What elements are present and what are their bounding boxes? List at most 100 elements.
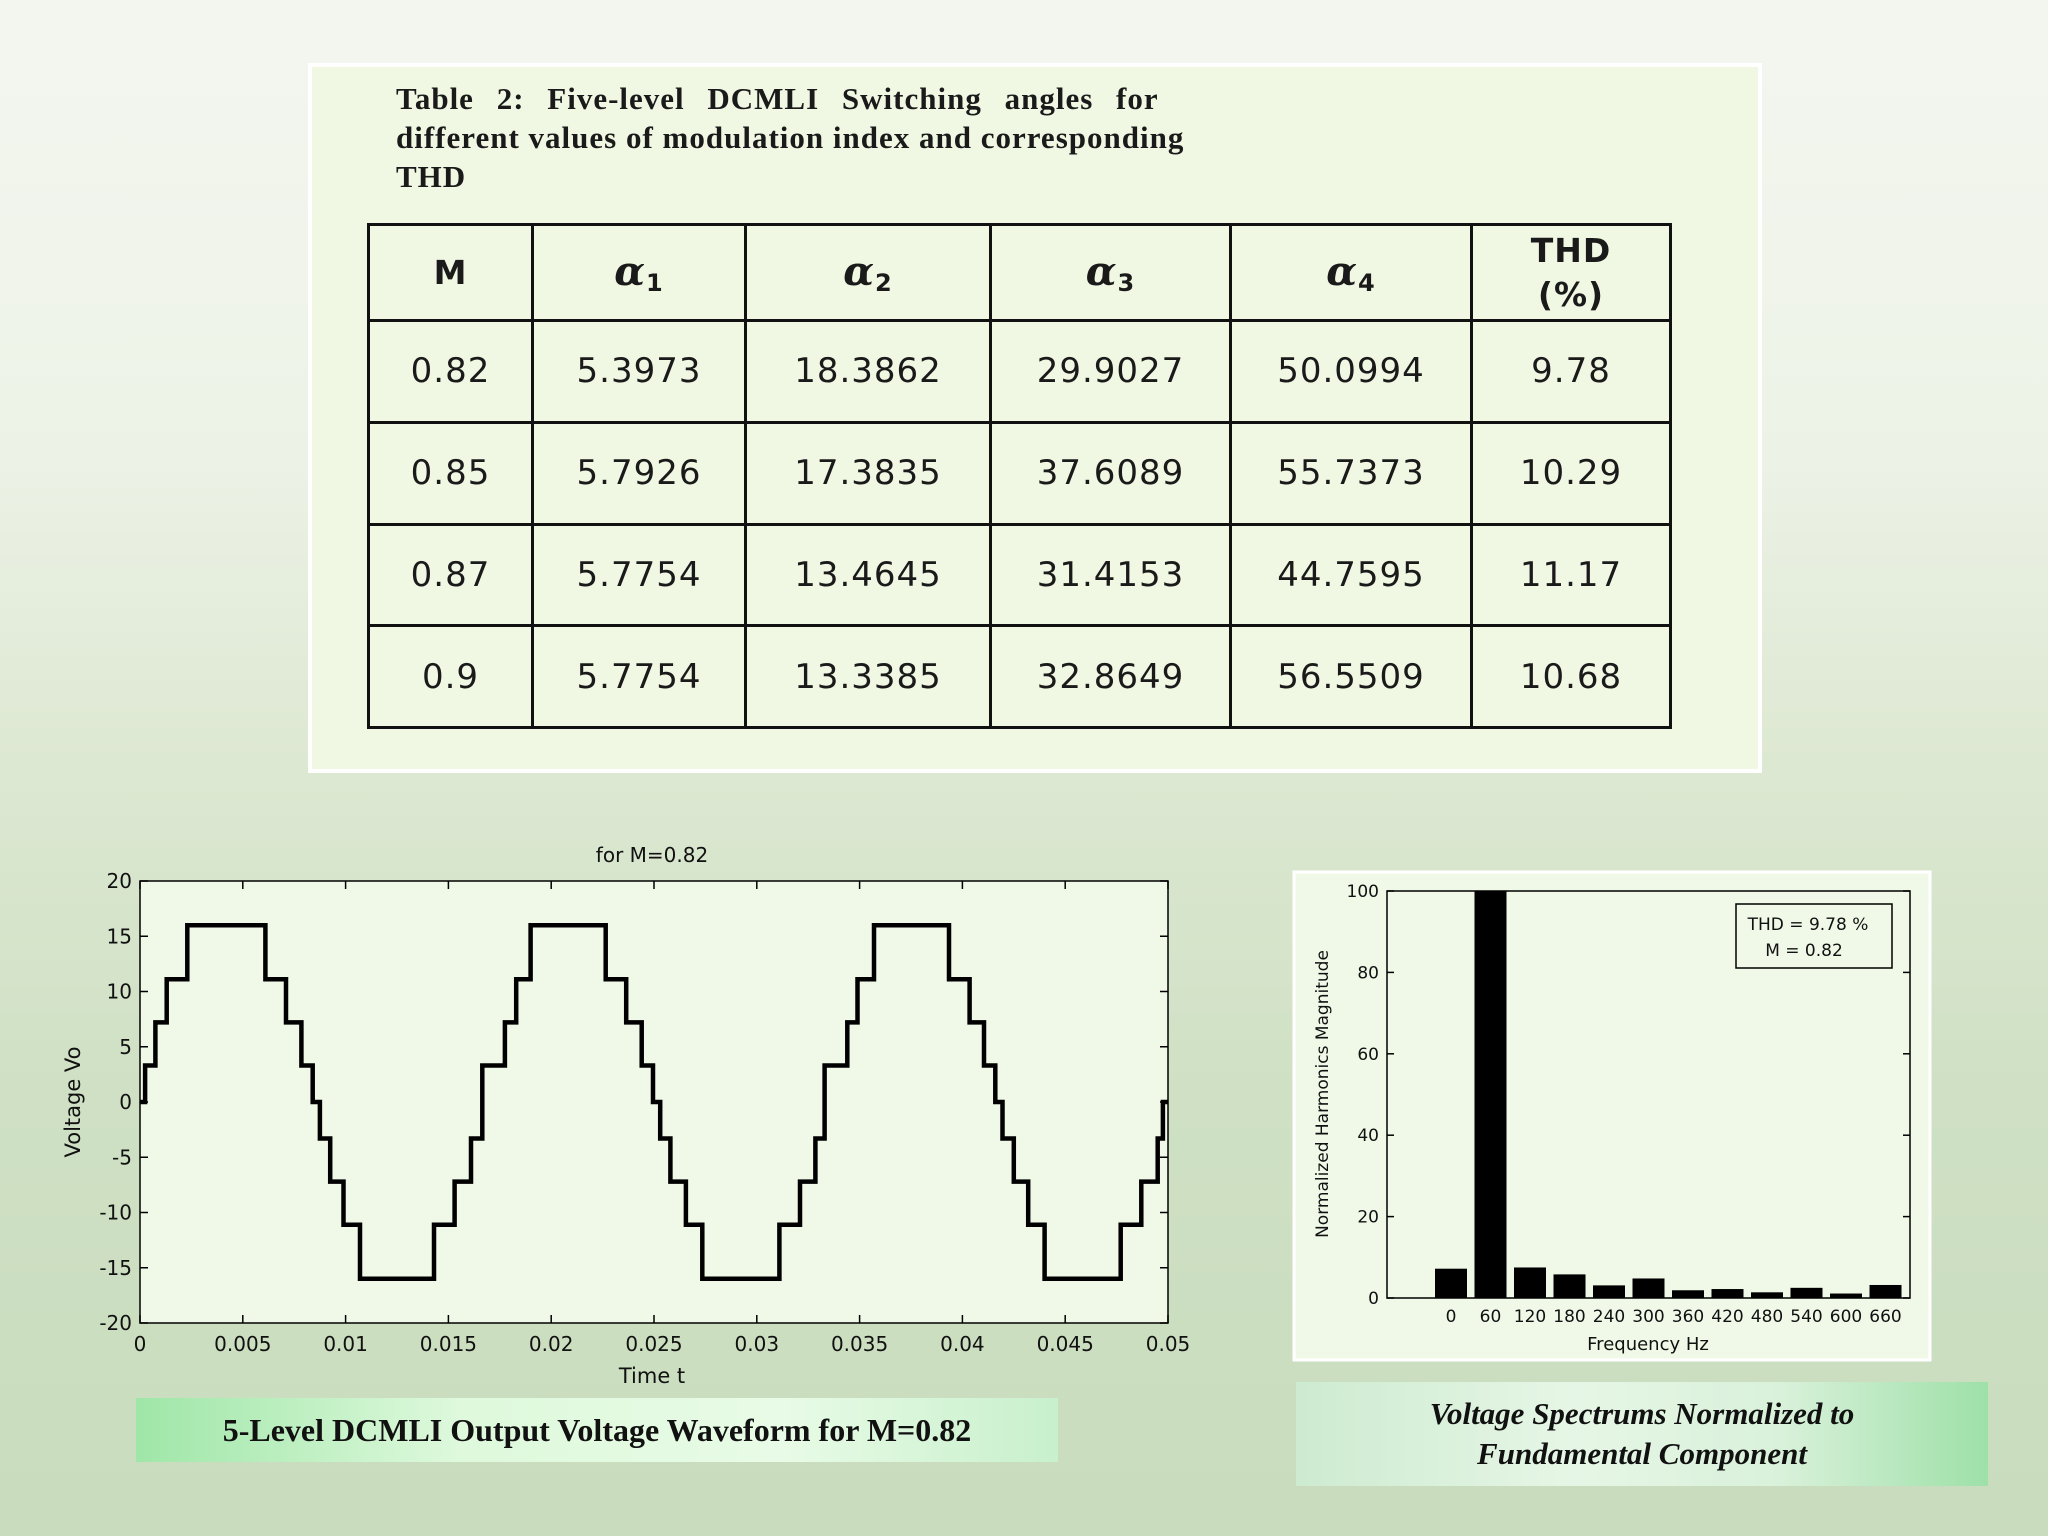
y-tick-label: 60	[1357, 1045, 1379, 1065]
header-alpha-2: α2	[744, 223, 992, 322]
x-tick-label: 60	[1480, 1307, 1502, 1327]
table-cell: 10.68	[1470, 624, 1672, 729]
table-cell: 9.78	[1470, 319, 1672, 424]
y-tick-label: -5	[112, 1145, 132, 1169]
x-tick-label: 240	[1593, 1307, 1625, 1327]
waveform-title: for M=0.82	[596, 843, 708, 867]
y-tick-label: 15	[107, 924, 132, 948]
y-tick-label: -15	[99, 1256, 132, 1280]
x-tick-label: 480	[1751, 1307, 1783, 1327]
header-alpha-4: α4	[1229, 223, 1473, 322]
y-tick-label: 80	[1357, 963, 1379, 983]
x-tick-label: 360	[1672, 1307, 1704, 1327]
table-row: 0.82 5.3973 18.3862 29.9027 50.0994 9.78	[367, 319, 1672, 424]
table-row: 0.85 5.7926 17.3835 37.6089 55.7373 10.2…	[367, 420, 1672, 526]
x-tick-label: 0.02	[529, 1332, 574, 1356]
spectrum-y-ticks: 0 20 40 60 80 100	[1347, 882, 1910, 1309]
spectrum-bar	[1435, 1268, 1467, 1298]
table-cell: 44.7595	[1229, 522, 1473, 628]
spectrum-caption: Voltage Spectrums Normalized to Fundamen…	[1296, 1382, 1988, 1486]
spectrum-bar	[1869, 1284, 1902, 1298]
table-cell: 55.7373	[1229, 420, 1473, 526]
spectrum-ylabel: Normalized Harmonics Magnitude	[1313, 950, 1333, 1238]
table-cell: 0.85	[367, 420, 534, 526]
table-cell: 50.0994	[1229, 319, 1473, 424]
table-cell: 31.4153	[989, 522, 1232, 628]
table-row: 0.87 5.7754 13.4645 31.4153 44.7595 11.1…	[367, 522, 1672, 628]
x-tick-label: 0.035	[831, 1332, 888, 1356]
x-tick-label: 420	[1711, 1307, 1743, 1327]
table-cell: 37.6089	[989, 420, 1232, 526]
y-tick-label: -10	[99, 1201, 132, 1225]
table-header-row: M α1 α2 α3 α4 THD (%)	[367, 223, 1672, 322]
waveform-y-ticks: 20 15 10 5 0 -5 -10 -15 -20	[99, 869, 1168, 1335]
x-tick-label: 540	[1790, 1307, 1822, 1327]
spectrum-bars	[1435, 891, 1902, 1298]
spectrum-bar	[1711, 1289, 1744, 1298]
table-cell: 13.3385	[744, 624, 992, 729]
x-tick-label: 0.025	[625, 1332, 682, 1356]
x-tick-label: 0.015	[420, 1332, 477, 1356]
x-tick-label: 600	[1830, 1307, 1862, 1327]
y-tick-label: 10	[107, 980, 132, 1004]
spectrum-bar	[1751, 1292, 1783, 1298]
spectrum-caption-line-1: Voltage Spectrums Normalized to	[1429, 1396, 1855, 1431]
legend-box	[1735, 903, 1893, 969]
table-cell: 5.7926	[531, 420, 747, 526]
x-tick-label: 300	[1632, 1307, 1664, 1327]
waveform-series-line	[140, 922, 1168, 1282]
spectrum-bar	[1830, 1293, 1862, 1298]
table-cell: 29.9027	[989, 319, 1232, 424]
x-tick-label: 0	[134, 1332, 147, 1356]
y-tick-label: 40	[1357, 1126, 1379, 1146]
y-tick-label: 20	[107, 869, 132, 893]
spectrum-caption-line-2: Fundamental Component	[1477, 1436, 1807, 1471]
waveform-x-ticks: 0 0.005 0.01 0.015 0.02 0.025 0.03 0.035 0.04 0.0…	[134, 881, 1191, 1356]
x-tick-label: 0.005	[214, 1332, 271, 1356]
spectrum-x-ticks: 0 60 120 180 240 300 360 420 480 540 600 660	[1446, 1307, 1902, 1327]
header-alpha-3: α3	[989, 223, 1232, 322]
x-tick-label: 0	[1446, 1307, 1457, 1327]
x-tick-label: 0.03	[735, 1332, 780, 1356]
spectrum-chart: 0 20 40 60 80 100 0 60 120 180 240 300 360 420 480 540…	[1292, 870, 1932, 1362]
table-row: 0.9 5.7754 13.3385 32.8649 56.5509 10.68	[367, 624, 1672, 729]
y-tick-label: 20	[1357, 1208, 1379, 1228]
spectrum-legend: THD = 9.78 % M = 0.82	[1735, 903, 1893, 969]
table-cell: 56.5509	[1229, 624, 1473, 729]
x-tick-label: 0.04	[940, 1332, 985, 1356]
table-cell: 0.9	[367, 624, 534, 729]
legend-m: M = 0.82	[1765, 941, 1843, 961]
legend-thd: THD = 9.78 %	[1747, 915, 1869, 935]
table-cell: 0.87	[367, 522, 534, 628]
table-cell: 17.3835	[744, 420, 992, 526]
x-tick-label: 120	[1514, 1307, 1546, 1327]
caption-line-3: THD	[396, 159, 467, 194]
table-cell: 13.4645	[744, 522, 992, 628]
spectrum-bar	[1632, 1278, 1665, 1298]
header-thd: THD (%)	[1470, 223, 1672, 322]
spectrum-bar	[1672, 1290, 1704, 1298]
spectrum-bar	[1593, 1285, 1625, 1298]
spectrum-bar	[1474, 891, 1507, 1298]
spectrum-bar	[1790, 1287, 1823, 1298]
waveform-chart: for M=0.82 Time t Voltage Vo 0 0.005 0.01 0…	[61, 843, 1190, 1388]
header-alpha-1: α1	[531, 223, 747, 322]
caption-line-2: different values of modulation index and…	[396, 120, 1185, 155]
waveform-xlabel: Time t	[618, 1364, 685, 1388]
x-tick-label: 0.01	[323, 1332, 368, 1356]
y-tick-label: 100	[1347, 882, 1379, 902]
spectrum-xlabel: Frequency Hz	[1587, 1334, 1709, 1355]
y-tick-label: 0	[119, 1090, 132, 1114]
spectrum-bar	[1553, 1274, 1586, 1298]
waveform-ylabel: Voltage Vo	[61, 1046, 85, 1157]
table-cell: 32.8649	[989, 624, 1232, 729]
x-tick-label: 0.05	[1146, 1332, 1191, 1356]
switching-angles-table: M α1 α2 α3 α4 THD (%) 0.82 5.3973 18.3862…	[367, 223, 1672, 729]
table-caption: Table 2: Five-level DCMLI Switching angl…	[396, 79, 1520, 196]
table-panel: Table 2: Five-level DCMLI Switching angl…	[308, 63, 1762, 773]
waveform-caption: 5-Level DCMLI Output Voltage Waveform fo…	[136, 1398, 1058, 1462]
caption-line-1: Table 2: Five-level DCMLI Switching angl…	[396, 81, 1159, 116]
y-tick-label: 5	[119, 1035, 132, 1059]
table-cell: 18.3862	[744, 319, 992, 424]
